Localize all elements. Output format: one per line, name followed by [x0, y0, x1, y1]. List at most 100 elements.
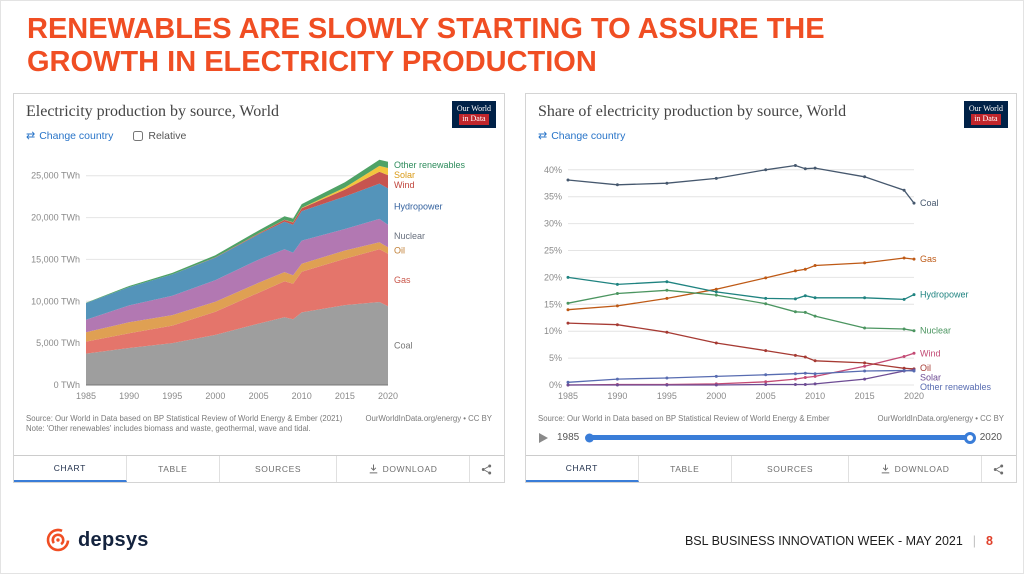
chart-tab-bar: CHART TABLE SOURCES DOWNLOAD: [526, 455, 1016, 482]
svg-text:35%: 35%: [544, 192, 562, 202]
svg-text:Wind: Wind: [394, 180, 415, 190]
svg-text:2000: 2000: [205, 391, 225, 401]
depsys-logo-icon: [46, 528, 70, 552]
svg-text:Hydropower: Hydropower: [394, 202, 443, 212]
download-icon: [369, 464, 377, 474]
svg-text:Nuclear: Nuclear: [920, 326, 951, 336]
svg-text:Oil: Oil: [920, 363, 931, 373]
change-country-label: Change country: [551, 129, 626, 142]
svg-text:30%: 30%: [544, 219, 562, 229]
change-country-button[interactable]: ⇄ Change country: [538, 129, 626, 143]
svg-text:20,000 TWh: 20,000 TWh: [31, 213, 80, 223]
change-country-button[interactable]: ⇄ Change country: [26, 129, 114, 143]
play-icon: [539, 432, 548, 443]
change-country-label: Change country: [39, 129, 114, 142]
tab-download-label: DOWNLOAD: [894, 464, 950, 474]
electricity-share-panel: Share of electricity production by sourc…: [525, 93, 1017, 483]
page-number: 8: [986, 534, 993, 548]
svg-text:Gas: Gas: [920, 254, 937, 264]
relative-checkbox[interactable]: [133, 130, 144, 141]
slide-title: RENEWABLES ARE SLOWLY STARTING TO ASSURE…: [27, 13, 887, 79]
svg-text:1985: 1985: [76, 391, 96, 401]
svg-text:2005: 2005: [249, 391, 269, 401]
svg-text:Oil: Oil: [394, 246, 405, 256]
svg-text:Other renewables: Other renewables: [920, 382, 992, 392]
chart-title: Share of electricity production by sourc…: [538, 103, 847, 120]
svg-text:20%: 20%: [544, 272, 562, 282]
source-row: Source: Our World in Data based on BP St…: [526, 412, 1016, 423]
chart-title: Electricity production by source, World: [26, 103, 280, 120]
svg-text:1990: 1990: [119, 391, 139, 401]
panel-header: Electricity production by source, World …: [14, 94, 504, 128]
owid-logo[interactable]: Our World in Data: [963, 101, 1008, 128]
svg-text:2020: 2020: [904, 391, 924, 401]
source-text: Source: Our World in Data based on BP St…: [538, 414, 830, 423]
svg-text:Other renewables: Other renewables: [394, 160, 466, 170]
svg-text:15,000 TWh: 15,000 TWh: [31, 254, 80, 264]
tab-sources[interactable]: SOURCES: [220, 456, 338, 482]
change-country-icon: ⇄: [26, 130, 36, 142]
timeline-start-handle[interactable]: [585, 433, 595, 442]
svg-text:5%: 5%: [549, 353, 562, 363]
chart-controls: ⇄ Change country: [526, 123, 1016, 143]
download-icon: [881, 464, 889, 474]
share-icon: [482, 464, 492, 474]
tab-table[interactable]: TABLE: [639, 456, 732, 482]
chart-area: 0 TWh 5,000 TWh 10,000 TWh 15,000 TWh 20,000…: [14, 143, 504, 412]
timeline-slider[interactable]: [585, 431, 976, 444]
play-button[interactable]: [538, 432, 549, 444]
svg-text:1990: 1990: [607, 391, 627, 401]
owid-logo[interactable]: Our World in Data: [451, 101, 496, 128]
svg-text:5,000 TWh: 5,000 TWh: [36, 338, 80, 348]
svg-text:2020: 2020: [378, 391, 398, 401]
slide-title-line1: RENEWABLES ARE SLOWLY STARTING TO ASSURE…: [27, 13, 825, 45]
event-title: BSL BUSINESS INNOVATION WEEK - MAY 2021: [684, 534, 963, 548]
svg-text:0%: 0%: [549, 380, 562, 390]
tab-download[interactable]: DOWNLOAD: [849, 456, 982, 482]
timeline: 1985 2020: [526, 423, 1016, 445]
svg-text:Solar: Solar: [920, 373, 941, 383]
source-text: Source: Our World in Data based on BP St…: [26, 414, 343, 423]
chart-area: 0% 5% 10% 15% 20% 25% 30% 35% 40% 1985 1990 1995 200…: [526, 143, 1016, 412]
svg-text:Coal: Coal: [920, 198, 939, 208]
chart-tab-bar: CHART TABLE SOURCES DOWNLOAD: [14, 455, 504, 482]
owid-cc-link[interactable]: OurWorldInData.org/energy • CC BY: [365, 414, 492, 423]
relative-toggle[interactable]: Relative: [133, 130, 186, 142]
svg-text:2005: 2005: [756, 391, 776, 401]
share-button[interactable]: [982, 456, 1016, 482]
footer-separator: |: [972, 534, 977, 548]
stacked-area-chart[interactable]: 0 TWh 5,000 TWh 10,000 TWh 15,000 TWh 20,000…: [20, 145, 500, 407]
timeline-end-handle[interactable]: [963, 431, 976, 444]
timeline-start-year: 1985: [557, 432, 580, 443]
svg-text:0 TWh: 0 TWh: [54, 380, 80, 390]
share-button[interactable]: [470, 456, 504, 482]
svg-text:Gas: Gas: [394, 275, 411, 285]
svg-text:25%: 25%: [544, 246, 562, 256]
svg-text:2010: 2010: [292, 391, 312, 401]
svg-text:10%: 10%: [544, 326, 562, 336]
svg-text:Hydropower: Hydropower: [920, 290, 969, 300]
svg-text:2015: 2015: [855, 391, 875, 401]
svg-text:2010: 2010: [805, 391, 825, 401]
panel-header: Share of electricity production by sourc…: [526, 94, 1016, 128]
svg-text:1995: 1995: [162, 391, 182, 401]
svg-text:40%: 40%: [544, 165, 562, 175]
tab-chart[interactable]: CHART: [14, 456, 127, 482]
owid-logo-line1: Our World: [968, 104, 1003, 113]
tab-table[interactable]: TABLE: [127, 456, 220, 482]
line-chart[interactable]: 0% 5% 10% 15% 20% 25% 30% 35% 40% 1985 1990 1995 200…: [532, 145, 1012, 407]
relative-label: Relative: [148, 129, 187, 142]
slide-title-line2: GROWTH IN ELECTRICITY PRODUCTION: [27, 46, 597, 79]
depsys-logo: depsys: [45, 527, 149, 553]
source-row: Source: Our World in Data based on BP St…: [14, 412, 504, 423]
tab-sources[interactable]: SOURCES: [732, 456, 850, 482]
tab-download-label: DOWNLOAD: [382, 464, 438, 474]
owid-logo-line1: Our World: [456, 104, 491, 113]
tab-download[interactable]: DOWNLOAD: [337, 456, 470, 482]
svg-text:Coal: Coal: [394, 341, 413, 351]
svg-text:10,000 TWh: 10,000 TWh: [31, 296, 80, 306]
owid-cc-link[interactable]: OurWorldInData.org/energy • CC BY: [877, 414, 1004, 423]
tab-chart[interactable]: CHART: [526, 456, 639, 482]
svg-text:Wind: Wind: [920, 348, 941, 358]
chart-controls: ⇄ Change country Relative: [14, 123, 504, 143]
